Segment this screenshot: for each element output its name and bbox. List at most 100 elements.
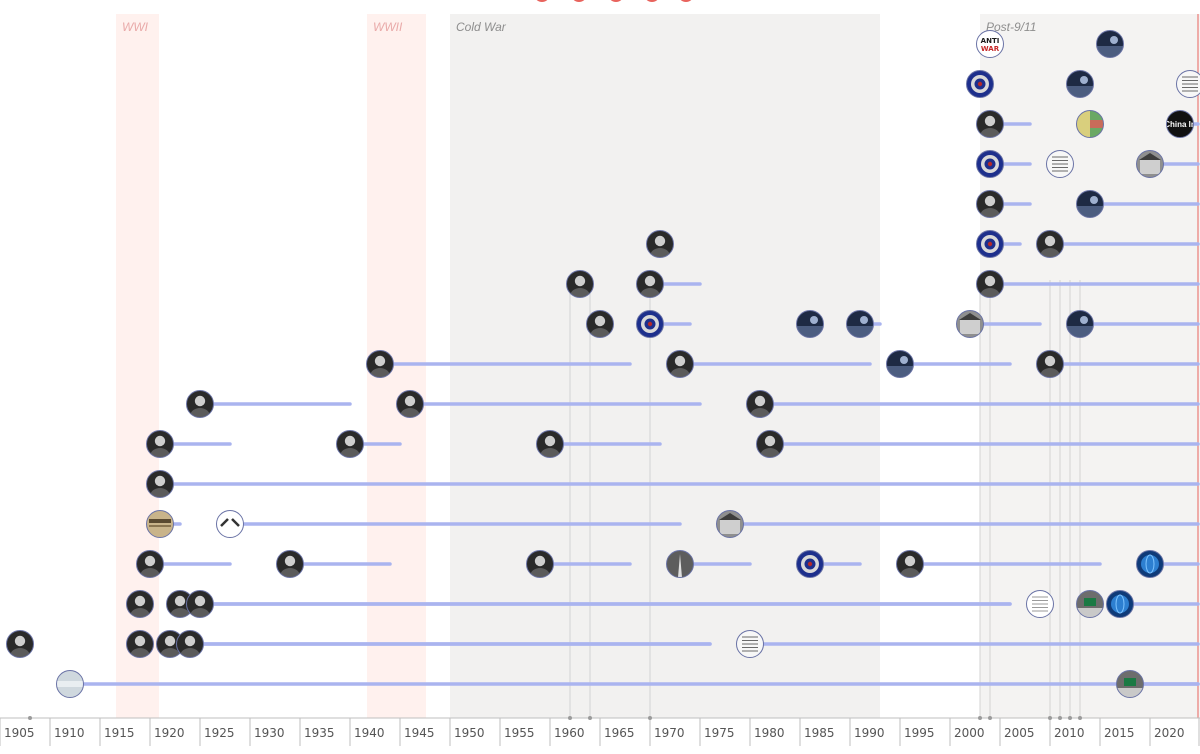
event-node-15-1[interactable] [1066, 70, 1094, 100]
event-node-16-1[interactable] [1096, 30, 1124, 60]
event-node-6-0[interactable] [146, 430, 174, 465]
tick-label-1925: 1925 [204, 726, 235, 740]
event-node-12-1[interactable] [1076, 190, 1104, 220]
event-node-1-2[interactable] [156, 630, 184, 665]
event-node-6-3[interactable] [756, 430, 784, 465]
tick-label-2020: 2020 [1154, 726, 1185, 740]
event-node-7-1[interactable] [396, 390, 424, 425]
event-node-2-0[interactable] [126, 590, 154, 625]
event-node-9-2[interactable] [796, 310, 824, 340]
event-node-9-4[interactable] [956, 310, 984, 338]
tick-label-2000: 2000 [954, 726, 985, 740]
event-node-11-1[interactable] [976, 230, 1004, 258]
era-label-2: Cold War [456, 20, 507, 34]
era-label-3: Post-9/11 [986, 20, 1036, 34]
tick-label-1940: 1940 [354, 726, 385, 740]
event-node-6-1[interactable] [336, 430, 364, 465]
top-indicator-3[interactable] [645, 0, 659, 2]
axis-marker-8 [1068, 716, 1072, 720]
event-node-2-5[interactable] [1106, 590, 1134, 618]
tick-label-1910: 1910 [54, 726, 85, 740]
top-indicator-4[interactable] [679, 0, 693, 2]
tick-label-1985: 1985 [804, 726, 835, 740]
event-node-8-1[interactable] [666, 350, 694, 385]
event-node-16-0-text-0: ANTI [981, 37, 1000, 45]
event-node-2-3[interactable] [1026, 590, 1054, 618]
axis-marker-3 [648, 716, 652, 720]
tick-label-1975: 1975 [704, 726, 735, 740]
top-indicators [535, 0, 693, 2]
tick-label-1965: 1965 [604, 726, 635, 740]
event-node-1-0[interactable] [6, 630, 34, 665]
event-node-12-0[interactable] [976, 190, 1004, 225]
event-node-8-0[interactable] [366, 350, 394, 385]
event-node-14-2-text: China In [1164, 120, 1196, 129]
event-node-0-1[interactable] [1116, 670, 1144, 702]
event-node-3-2[interactable] [526, 550, 554, 585]
event-node-4-0[interactable] [146, 510, 174, 538]
event-node-2-2[interactable] [186, 590, 214, 625]
event-node-14-0[interactable] [976, 110, 1004, 145]
tick-label-1995: 1995 [904, 726, 935, 740]
event-node-10-2[interactable] [976, 270, 1004, 305]
event-node-4-1[interactable] [216, 510, 244, 538]
event-node-9-3[interactable] [846, 310, 874, 340]
tick-label-1920: 1920 [154, 726, 185, 740]
tick-label-1970: 1970 [654, 726, 685, 740]
event-node-5-0[interactable] [146, 470, 174, 505]
event-node-14-1[interactable] [1076, 110, 1104, 138]
tick-label-1945: 1945 [404, 726, 435, 740]
tick-label-1905: 1905 [4, 726, 35, 740]
axis-marker-7 [1058, 716, 1062, 720]
event-node-15-0[interactable] [966, 70, 994, 98]
event-node-4-2[interactable] [716, 510, 744, 538]
event-node-2-1[interactable] [166, 590, 194, 625]
event-node-3-5[interactable] [896, 550, 924, 585]
era-label-1: WWII [373, 20, 403, 34]
tick-label-1930: 1930 [254, 726, 285, 740]
axis-marker-6 [1048, 716, 1052, 720]
event-node-7-0[interactable] [186, 390, 214, 425]
event-node-1-3[interactable] [176, 630, 204, 665]
axis-marker-2 [588, 716, 592, 720]
event-node-10-0[interactable] [566, 270, 594, 305]
event-node-0-0[interactable] [56, 670, 84, 698]
event-node-14-2[interactable]: China In [1164, 110, 1196, 138]
event-node-13-0[interactable] [976, 150, 1004, 178]
event-node-11-0[interactable] [646, 230, 674, 265]
event-node-7-2[interactable] [746, 390, 774, 425]
event-node-1-4[interactable] [736, 630, 764, 658]
event-node-13-2[interactable] [1136, 150, 1164, 178]
event-node-3-3[interactable] [666, 550, 694, 578]
event-node-3-4[interactable] [796, 550, 824, 578]
tick-label-1955: 1955 [504, 726, 535, 740]
event-node-9-0[interactable] [586, 310, 614, 345]
event-node-8-2[interactable] [886, 350, 914, 380]
event-node-2-4[interactable] [1076, 590, 1104, 622]
event-node-8-3[interactable] [1036, 350, 1064, 385]
event-node-1-1[interactable] [126, 630, 154, 665]
top-indicator-1[interactable] [572, 0, 586, 2]
event-node-13-1[interactable] [1046, 150, 1074, 178]
event-node-3-1[interactable] [276, 550, 304, 585]
top-indicator-0[interactable] [535, 0, 549, 2]
event-node-10-1[interactable] [636, 270, 664, 305]
tick-label-1990: 1990 [854, 726, 885, 740]
event-node-3-6[interactable] [1136, 550, 1164, 578]
tick-label-1950: 1950 [454, 726, 485, 740]
tick-label-2005: 2005 [1004, 726, 1035, 740]
event-node-11-2[interactable] [1036, 230, 1064, 265]
event-node-3-0[interactable] [136, 550, 164, 585]
event-node-15-2[interactable] [1176, 70, 1200, 98]
axis-marker-9 [1078, 716, 1082, 720]
event-node-16-0-text-1: WAR [981, 45, 1000, 53]
era-band-2 [450, 14, 880, 718]
tick-label-1915: 1915 [104, 726, 135, 740]
event-node-9-1[interactable] [636, 310, 664, 338]
top-indicator-2[interactable] [609, 0, 623, 2]
event-node-6-2[interactable] [536, 430, 564, 465]
lifespan-lines [68, 82, 1200, 686]
event-node-9-5[interactable] [1066, 310, 1094, 340]
